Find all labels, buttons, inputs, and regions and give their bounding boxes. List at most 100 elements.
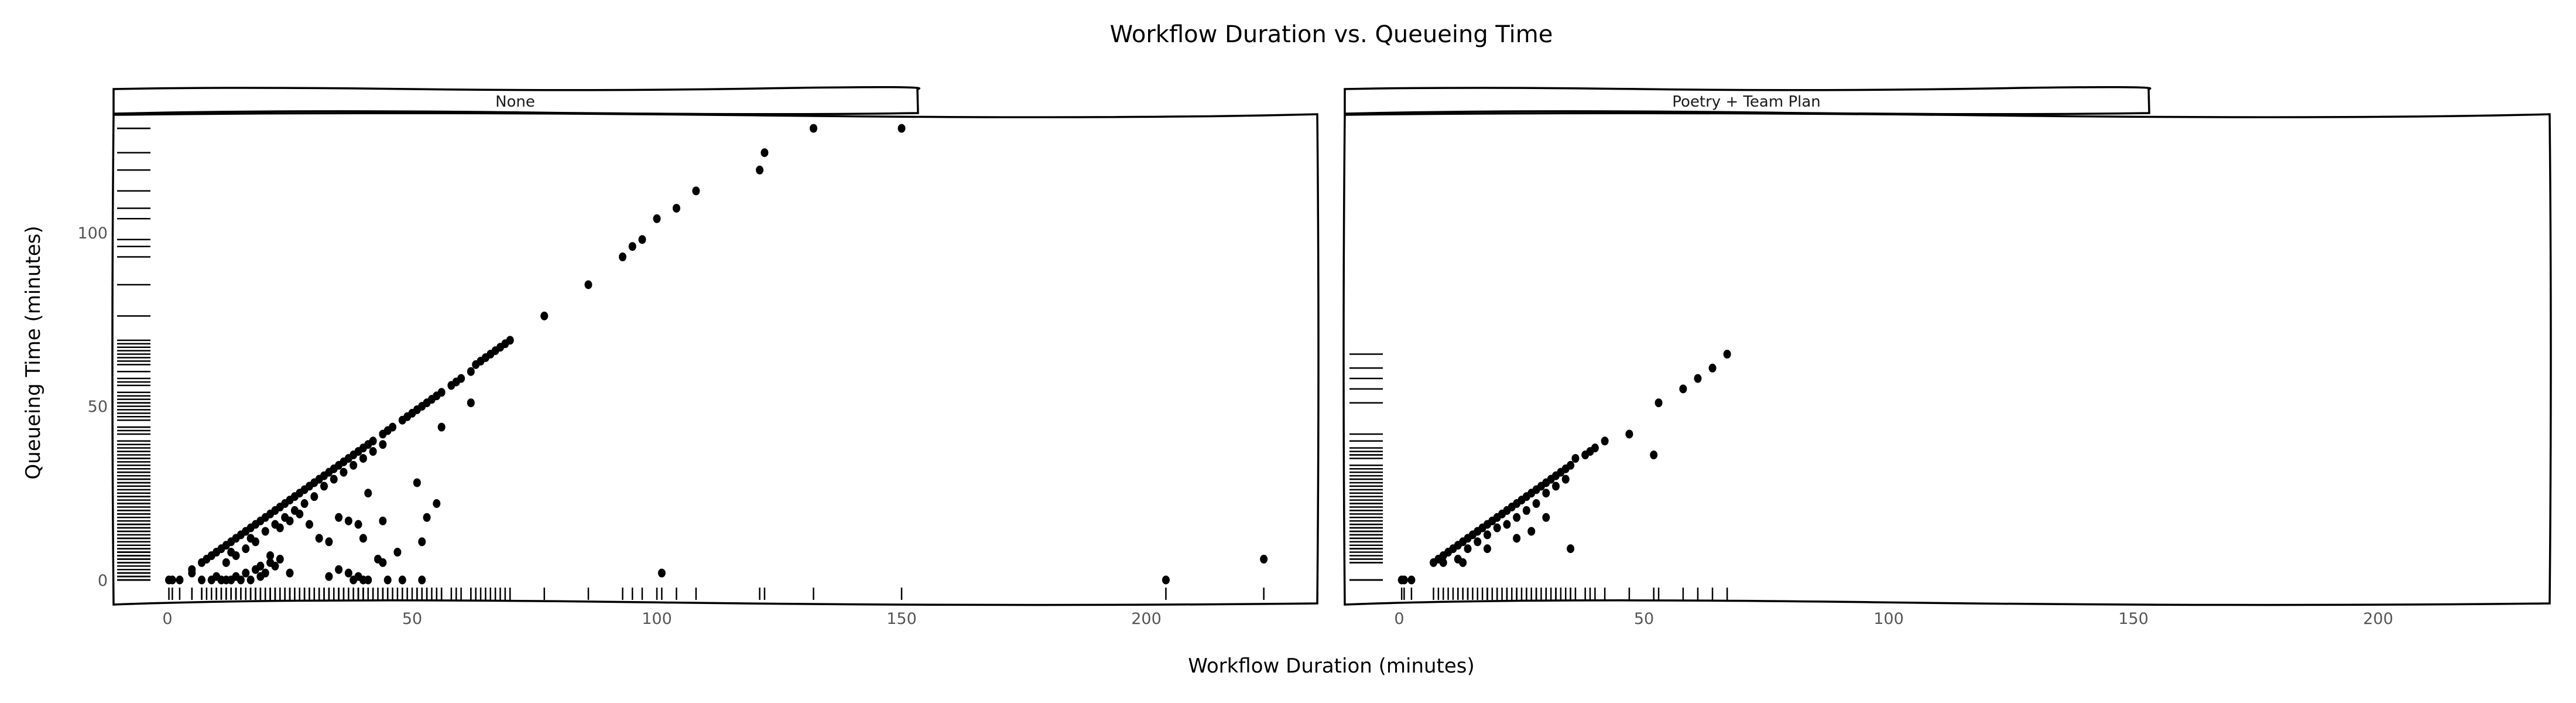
data-point xyxy=(418,575,426,585)
data-point xyxy=(330,475,338,484)
data-point xyxy=(188,565,196,574)
data-point xyxy=(1483,544,1491,554)
data-point xyxy=(393,548,402,557)
data-point xyxy=(168,575,176,585)
data-point xyxy=(810,124,818,133)
y-tick-100: 100 xyxy=(77,224,108,243)
strip-label-poetry: Poetry + Team Plan xyxy=(1672,93,1821,111)
data-point xyxy=(369,447,377,456)
data-point xyxy=(296,509,304,518)
data-point xyxy=(1625,429,1633,439)
x-tick-0: 0 xyxy=(162,610,172,628)
panel-none: None 0 50 100 0 50 100 150 200 xyxy=(77,86,1320,628)
data-point xyxy=(310,492,318,501)
data-point xyxy=(413,478,421,487)
data-point xyxy=(756,165,764,175)
data-point xyxy=(315,534,323,543)
x-tick-50-r: 50 xyxy=(1634,610,1654,628)
data-point xyxy=(222,558,230,567)
data-point xyxy=(433,499,441,509)
data-point xyxy=(276,523,284,533)
strip-box-none xyxy=(112,86,920,115)
data-point xyxy=(350,460,358,470)
x-tick-0-r: 0 xyxy=(1394,610,1404,628)
y-tick-0: 0 xyxy=(98,572,108,590)
data-point xyxy=(300,499,309,509)
data-point xyxy=(354,520,362,529)
data-point xyxy=(1679,384,1687,394)
data-point xyxy=(242,568,250,578)
data-point xyxy=(242,544,250,554)
data-point xyxy=(1552,482,1560,491)
data-point xyxy=(1567,460,1575,470)
data-point xyxy=(256,561,265,571)
chart-title: Workflow Duration vs. Queueing Time xyxy=(1110,21,1553,48)
data-point xyxy=(1459,558,1467,567)
data-point xyxy=(364,489,372,498)
data-point xyxy=(423,513,431,522)
data-point xyxy=(286,516,294,525)
data-point xyxy=(389,422,397,432)
data-point xyxy=(379,440,387,449)
data-point xyxy=(657,568,666,578)
data-point xyxy=(761,148,769,158)
data-point xyxy=(1522,506,1530,515)
data-point xyxy=(1513,534,1521,543)
x-tick-150-r: 150 xyxy=(2118,610,2149,628)
data-point xyxy=(359,453,367,463)
data-point xyxy=(1464,544,1472,554)
data-point xyxy=(335,565,343,574)
data-point xyxy=(271,561,279,571)
data-point xyxy=(398,575,406,585)
data-point xyxy=(198,575,206,585)
data-point xyxy=(344,568,352,578)
data-point xyxy=(176,575,184,585)
data-point xyxy=(1567,544,1575,554)
data-point xyxy=(672,203,680,213)
data-point xyxy=(1493,523,1501,533)
x-tick-150: 150 xyxy=(886,610,917,628)
data-point xyxy=(1694,374,1702,383)
data-point xyxy=(1439,558,1447,567)
panel-frame-poetry xyxy=(1342,112,2552,606)
data-point xyxy=(227,548,235,557)
data-point xyxy=(359,534,367,543)
data-point xyxy=(379,516,387,525)
data-point xyxy=(467,398,475,408)
data-point xyxy=(286,568,294,578)
data-point xyxy=(1483,530,1491,540)
data-point xyxy=(1503,520,1511,529)
data-point xyxy=(340,467,348,477)
data-point xyxy=(437,388,446,397)
data-point xyxy=(364,575,372,585)
strip-label-none: None xyxy=(495,93,535,111)
data-point xyxy=(237,575,245,585)
data-point xyxy=(266,551,275,560)
data-point xyxy=(653,214,661,223)
data-point xyxy=(1591,443,1599,453)
data-point xyxy=(305,520,313,529)
x-tick-200-r: 200 xyxy=(2363,610,2393,628)
data-point xyxy=(1708,363,1717,373)
data-point xyxy=(1571,453,1580,463)
data-point xyxy=(246,575,255,585)
x-rug-poetry xyxy=(1400,588,1728,600)
data-point xyxy=(320,482,328,491)
data-point xyxy=(1260,554,1268,564)
x-tick-50: 50 xyxy=(402,610,422,628)
data-point xyxy=(638,235,646,244)
data-point xyxy=(628,242,636,251)
x-tick-100-r: 100 xyxy=(1873,610,1904,628)
data-point xyxy=(1654,398,1663,408)
y-tick-50: 50 xyxy=(88,398,108,416)
data-point xyxy=(261,527,269,536)
data-point xyxy=(325,572,333,581)
data-point xyxy=(1650,451,1658,460)
scatter-points-none xyxy=(165,124,1268,585)
data-point xyxy=(1601,436,1609,446)
data-point xyxy=(1407,575,1416,585)
scatter-points-poetry xyxy=(1397,350,1731,585)
data-point xyxy=(437,422,446,432)
data-point xyxy=(1527,527,1536,536)
data-point xyxy=(369,436,377,446)
